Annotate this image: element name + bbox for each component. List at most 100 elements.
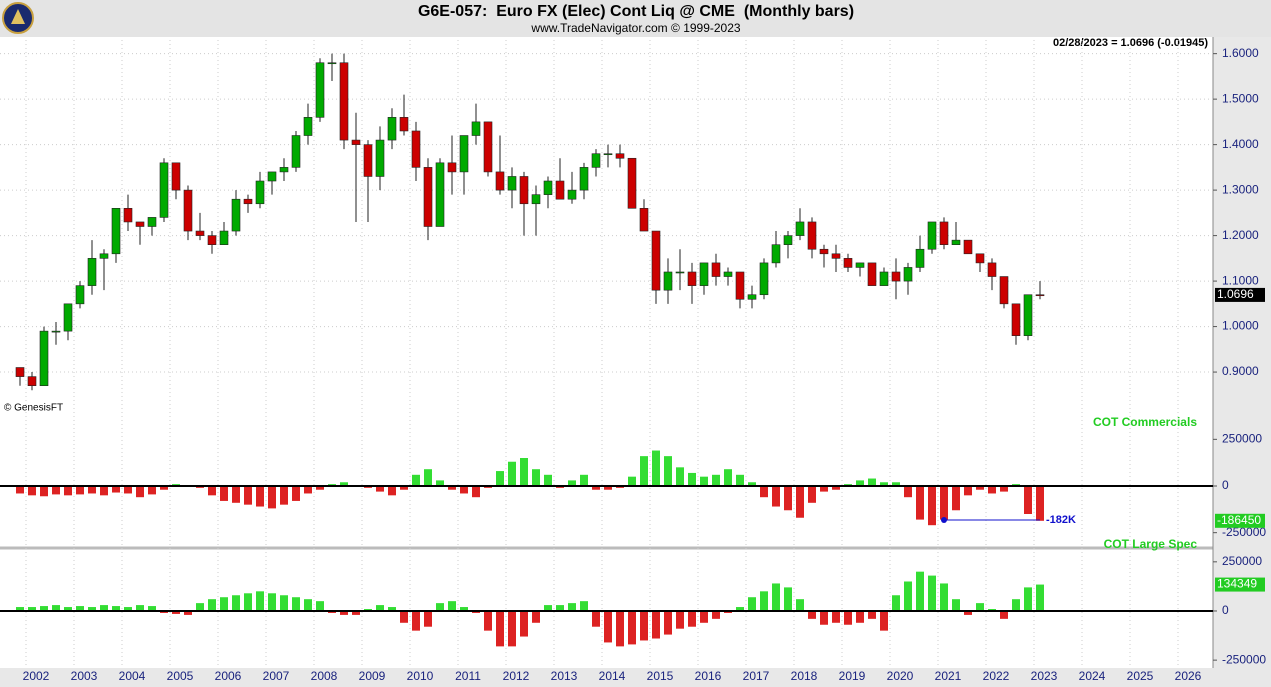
candle-body bbox=[507, 176, 517, 191]
x-tick-label: 2014 bbox=[599, 669, 626, 683]
candle-body bbox=[795, 221, 805, 236]
y-tick-label: -250000 bbox=[1222, 525, 1266, 539]
bar bbox=[916, 571, 924, 611]
x-tick-label: 2018 bbox=[791, 669, 818, 683]
status: 02/28/2023 = 1.0696 (-0.01945) bbox=[1053, 37, 1208, 49]
bar bbox=[820, 610, 828, 625]
bar bbox=[892, 482, 900, 486]
bar bbox=[1024, 587, 1032, 611]
bar bbox=[412, 474, 420, 486]
bar bbox=[304, 486, 312, 494]
bar bbox=[292, 597, 300, 611]
last-value-label-box bbox=[1215, 577, 1265, 592]
bar bbox=[208, 486, 216, 496]
candle-body bbox=[627, 157, 637, 209]
candle-body bbox=[243, 198, 253, 205]
x-tick-label: 2022 bbox=[983, 669, 1010, 683]
bar bbox=[448, 486, 456, 490]
candle-body bbox=[879, 271, 889, 286]
bar bbox=[1024, 486, 1032, 514]
candle-body bbox=[459, 135, 469, 173]
y-tick-label: -250000 bbox=[1222, 652, 1266, 666]
bar bbox=[484, 610, 492, 631]
bar bbox=[580, 474, 588, 486]
bar bbox=[748, 597, 756, 611]
candle-body bbox=[591, 153, 601, 168]
candle-body bbox=[975, 253, 985, 264]
bar bbox=[436, 480, 444, 486]
candle-body bbox=[207, 235, 217, 245]
y-tick-label: 1.6000 bbox=[1222, 46, 1259, 60]
bar bbox=[472, 486, 480, 498]
bar bbox=[232, 486, 240, 503]
bar bbox=[796, 599, 804, 611]
bar bbox=[892, 595, 900, 611]
candle-body bbox=[843, 258, 853, 268]
bar bbox=[88, 607, 96, 611]
y-tick-label: 0 bbox=[1222, 478, 1229, 492]
bar bbox=[748, 482, 756, 486]
bar bbox=[1036, 486, 1044, 521]
bar bbox=[28, 486, 36, 496]
bar bbox=[40, 606, 48, 611]
candle-body bbox=[147, 217, 157, 227]
candle-body bbox=[687, 271, 697, 286]
candle-body bbox=[519, 176, 529, 205]
candle-body bbox=[75, 285, 85, 305]
bar bbox=[904, 581, 912, 611]
bar bbox=[628, 610, 636, 645]
bar bbox=[280, 486, 288, 505]
bar bbox=[556, 605, 564, 611]
bar bbox=[544, 474, 552, 486]
x-tick-label: 2025 bbox=[1127, 669, 1154, 683]
bar bbox=[928, 486, 936, 526]
bar bbox=[676, 610, 684, 629]
candle-body bbox=[387, 117, 397, 141]
bar bbox=[988, 486, 996, 494]
bar bbox=[388, 486, 396, 496]
bar bbox=[112, 486, 120, 493]
bar bbox=[448, 601, 456, 611]
candle-body bbox=[471, 121, 481, 136]
subtitle: www.TradeNavigator.com © 1999-2023 bbox=[530, 21, 740, 35]
y-tick-label: 1.0000 bbox=[1222, 319, 1259, 333]
candle-body bbox=[663, 271, 673, 291]
last-value-label-box bbox=[1215, 287, 1265, 302]
candle-body bbox=[807, 221, 817, 250]
candle-body bbox=[819, 248, 829, 255]
candle-body bbox=[1011, 303, 1021, 336]
bar bbox=[160, 486, 168, 490]
candle-body bbox=[915, 248, 925, 268]
candle-body bbox=[483, 121, 493, 173]
x-tick-label: 2002 bbox=[23, 669, 50, 683]
y-tick-label: 1.5000 bbox=[1222, 91, 1259, 105]
candle-body bbox=[567, 189, 577, 200]
candle-body bbox=[531, 194, 541, 205]
bar bbox=[568, 603, 576, 611]
bar bbox=[676, 467, 684, 486]
x-tick-label: 2013 bbox=[551, 669, 578, 683]
bar bbox=[760, 591, 768, 611]
candle-body bbox=[723, 271, 733, 277]
bar bbox=[172, 610, 180, 614]
bar bbox=[436, 603, 444, 611]
candle-body bbox=[759, 262, 769, 296]
bar bbox=[904, 486, 912, 498]
candle-body bbox=[891, 271, 901, 282]
y-tick-label: 1.3000 bbox=[1222, 182, 1259, 196]
bar bbox=[976, 603, 984, 611]
candle-body bbox=[219, 230, 229, 245]
annotation-label: -182K bbox=[1046, 514, 1076, 526]
chart-title: G6E-057: Euro FX (Elec) Cont Liq @ CME (… bbox=[418, 3, 854, 20]
bar bbox=[700, 476, 708, 486]
bar bbox=[220, 597, 228, 611]
y-tick-label: 250000 bbox=[1222, 554, 1262, 568]
candle-body bbox=[831, 253, 841, 259]
bar bbox=[496, 610, 504, 647]
bar bbox=[496, 471, 504, 486]
candle-body bbox=[183, 189, 193, 232]
bar bbox=[856, 480, 864, 486]
y-tick-label: 1.4000 bbox=[1222, 137, 1259, 151]
bar bbox=[724, 469, 732, 486]
x-tick-label: 2016 bbox=[695, 669, 722, 683]
